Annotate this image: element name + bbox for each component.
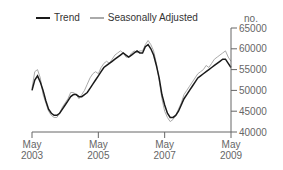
svg-text:50000: 50000 [239, 85, 267, 96]
svg-text:45000: 45000 [239, 106, 267, 117]
svg-text:May2009: May2009 [220, 139, 243, 161]
svg-text:no.: no. [244, 13, 258, 24]
html-text:Seasonally Adjusted: Seasonally Adjusted [107, 12, 198, 23]
svg-text:May2007: May2007 [154, 139, 177, 161]
svg-text:55000: 55000 [239, 64, 267, 75]
svg-text:May2003: May2003 [21, 139, 44, 161]
svg-text:60000: 60000 [239, 43, 267, 54]
svg-text:40000: 40000 [239, 127, 267, 138]
svg-text:65000: 65000 [239, 23, 267, 34]
html-text:Trend: Trend [54, 12, 80, 23]
svg-text:May2005: May2005 [87, 139, 110, 161]
